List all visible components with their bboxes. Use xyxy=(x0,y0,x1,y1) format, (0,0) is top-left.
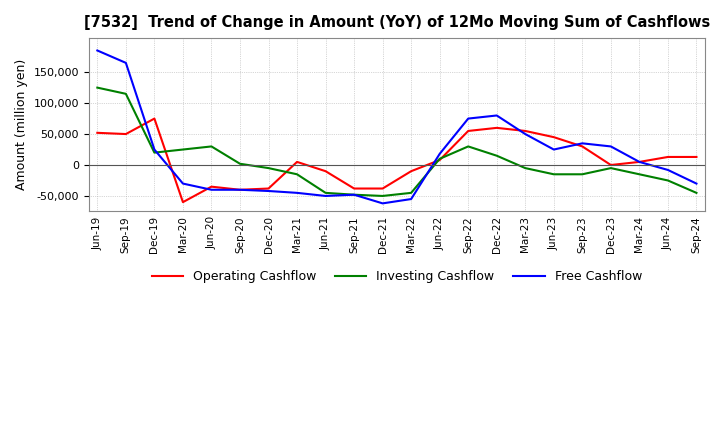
Operating Cashflow xyxy=(93,130,102,136)
Free Cashflow xyxy=(235,187,244,192)
Free Cashflow xyxy=(692,181,701,186)
Investing Cashflow xyxy=(179,147,187,152)
Operating Cashflow xyxy=(578,144,587,149)
Investing Cashflow xyxy=(150,150,158,155)
Operating Cashflow xyxy=(664,154,672,160)
Operating Cashflow xyxy=(407,169,415,174)
Free Cashflow xyxy=(93,48,102,53)
Operating Cashflow xyxy=(521,128,530,134)
Investing Cashflow xyxy=(664,178,672,183)
Operating Cashflow xyxy=(635,159,644,165)
Operating Cashflow xyxy=(179,199,187,205)
Investing Cashflow xyxy=(293,172,302,177)
Investing Cashflow xyxy=(635,172,644,177)
Free Cashflow xyxy=(122,60,130,66)
Investing Cashflow xyxy=(93,85,102,90)
Investing Cashflow xyxy=(350,192,359,198)
Investing Cashflow xyxy=(436,156,444,161)
Investing Cashflow xyxy=(207,144,216,149)
Investing Cashflow xyxy=(578,172,587,177)
Free Cashflow xyxy=(293,190,302,195)
Free Cashflow xyxy=(378,201,387,206)
Investing Cashflow xyxy=(464,144,472,149)
Title: [7532]  Trend of Change in Amount (YoY) of 12Mo Moving Sum of Cashflows: [7532] Trend of Change in Amount (YoY) o… xyxy=(84,15,710,30)
Free Cashflow xyxy=(492,113,501,118)
Operating Cashflow xyxy=(264,186,273,191)
Line: Operating Cashflow: Operating Cashflow xyxy=(97,118,696,202)
Free Cashflow xyxy=(578,141,587,146)
Investing Cashflow xyxy=(122,91,130,96)
Investing Cashflow xyxy=(264,165,273,171)
Free Cashflow xyxy=(464,116,472,121)
Free Cashflow xyxy=(264,188,273,194)
Investing Cashflow xyxy=(606,165,615,171)
Free Cashflow xyxy=(606,144,615,149)
Investing Cashflow xyxy=(492,153,501,158)
Operating Cashflow xyxy=(235,187,244,192)
Y-axis label: Amount (million yen): Amount (million yen) xyxy=(15,59,28,191)
Operating Cashflow xyxy=(207,184,216,189)
Free Cashflow xyxy=(321,193,330,198)
Free Cashflow xyxy=(521,132,530,137)
Operating Cashflow xyxy=(492,125,501,131)
Operating Cashflow xyxy=(378,186,387,191)
Investing Cashflow xyxy=(407,190,415,195)
Operating Cashflow xyxy=(692,154,701,160)
Operating Cashflow xyxy=(436,158,444,163)
Operating Cashflow xyxy=(549,135,558,140)
Operating Cashflow xyxy=(150,116,158,121)
Free Cashflow xyxy=(635,159,644,165)
Investing Cashflow xyxy=(235,161,244,166)
Free Cashflow xyxy=(179,181,187,186)
Investing Cashflow xyxy=(549,172,558,177)
Line: Investing Cashflow: Investing Cashflow xyxy=(97,88,696,196)
Free Cashflow xyxy=(407,196,415,202)
Operating Cashflow xyxy=(293,159,302,165)
Legend: Operating Cashflow, Investing Cashflow, Free Cashflow: Operating Cashflow, Investing Cashflow, … xyxy=(147,265,647,288)
Investing Cashflow xyxy=(321,190,330,195)
Free Cashflow xyxy=(664,167,672,172)
Operating Cashflow xyxy=(350,186,359,191)
Free Cashflow xyxy=(207,187,216,192)
Operating Cashflow xyxy=(321,169,330,174)
Free Cashflow xyxy=(350,192,359,198)
Investing Cashflow xyxy=(692,190,701,195)
Free Cashflow xyxy=(150,147,158,152)
Investing Cashflow xyxy=(378,193,387,198)
Operating Cashflow xyxy=(464,128,472,134)
Free Cashflow xyxy=(436,151,444,157)
Free Cashflow xyxy=(549,147,558,152)
Operating Cashflow xyxy=(122,132,130,137)
Investing Cashflow xyxy=(521,165,530,171)
Operating Cashflow xyxy=(606,162,615,168)
Line: Free Cashflow: Free Cashflow xyxy=(97,51,696,203)
